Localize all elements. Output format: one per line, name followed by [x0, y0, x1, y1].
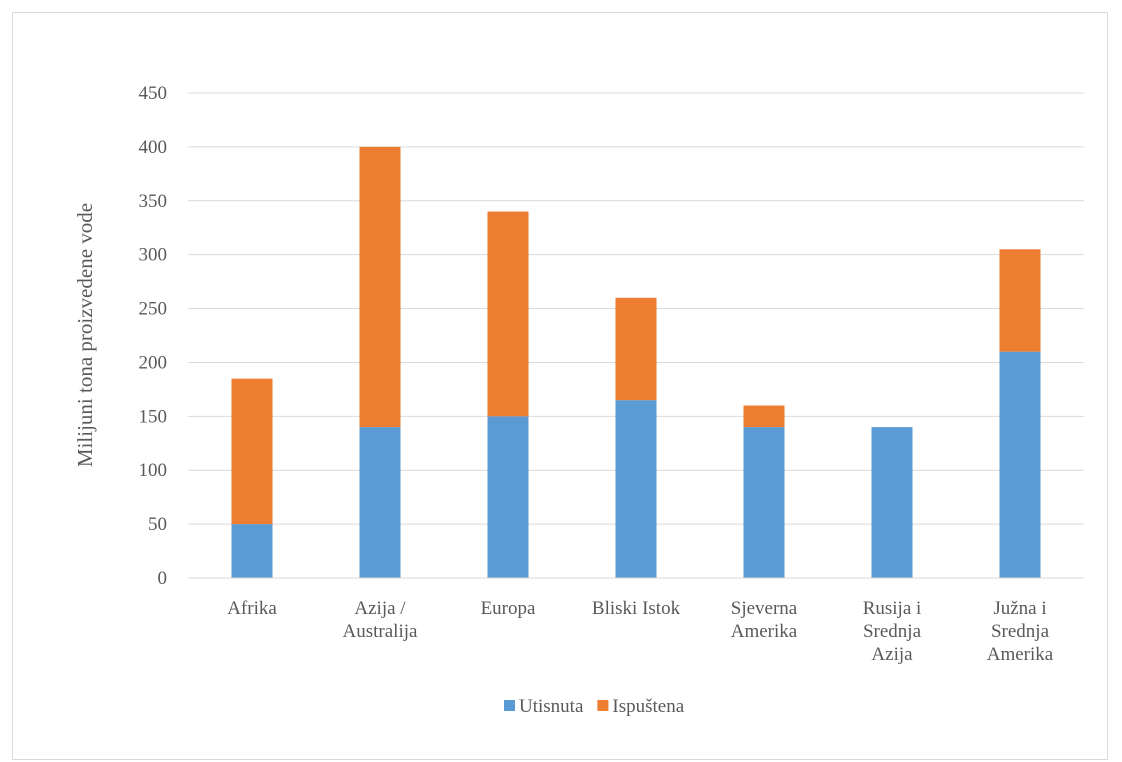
x-category-label: Azija / Australija: [343, 598, 418, 642]
x-category-label-line: Azija /: [354, 598, 406, 619]
bars: [231, 146, 1041, 578]
y-axis-ticks: 0 50 100 150 200 250 300 350 400 450: [139, 83, 168, 589]
bar-utisnuta: [359, 427, 401, 578]
bar-ispustena: [231, 378, 273, 525]
y-tick-label: 400: [139, 137, 168, 158]
bar-utisnuta: [743, 427, 785, 578]
legend-swatch: [504, 700, 515, 711]
y-tick-label: 0: [158, 568, 168, 589]
x-category-label-line: Bliski Istok: [592, 598, 681, 619]
x-category-label-line: Srednja: [863, 621, 922, 642]
x-category-label: Bliski Istok: [592, 598, 681, 619]
x-category-label-line: Sjeverna: [731, 598, 798, 619]
x-category-label-line: Južna i: [993, 598, 1046, 619]
bar-ispustena: [487, 211, 529, 417]
chart-frame: [12, 12, 1108, 760]
x-category-label-line: Rusija i: [863, 598, 922, 619]
legend-label: Utisnuta: [519, 696, 584, 717]
y-tick-label: 350: [139, 191, 168, 212]
bar-ispustena: [615, 297, 657, 401]
y-tick-label: 450: [139, 83, 168, 104]
y-axis-title: Milijuni tona proizvedene vode: [73, 203, 97, 467]
x-category-label: Sjeverna Amerika: [731, 598, 798, 642]
gridlines: [188, 92, 1084, 525]
x-axis-categories: Afrika Azija / Australija Europa Bliski Isto…: [227, 598, 1054, 665]
bar-utisnuta: [231, 524, 273, 578]
y-tick-label: 50: [148, 514, 167, 535]
x-category-label-line: Srednja: [991, 621, 1050, 642]
x-category-label: Afrika: [227, 598, 277, 619]
x-category-label-line: Amerika: [731, 621, 798, 642]
x-category-label: Rusija i Srednja Azija: [863, 598, 922, 665]
x-category-label-line: Australija: [343, 621, 418, 642]
y-tick-label: 250: [139, 299, 168, 320]
x-category-label-line: Azija: [871, 644, 913, 665]
y-tick-label: 300: [139, 245, 168, 266]
x-category-label: Europa: [481, 598, 536, 619]
y-tick-label: 200: [139, 352, 168, 373]
x-category-label-line: Afrika: [227, 598, 277, 619]
bar-utisnuta: [615, 400, 657, 578]
legend: Utisnuta Ispuštena: [504, 696, 685, 717]
bar-ispustena: [999, 249, 1041, 352]
legend-label: Ispuštena: [612, 696, 684, 717]
x-category-label-line: Europa: [481, 598, 536, 619]
bar-ispustena: [743, 405, 785, 428]
y-tick-label: 150: [139, 406, 168, 427]
legend-swatch: [597, 700, 609, 711]
bar-utisnuta: [999, 351, 1041, 578]
x-category-label: Južna i Srednja Amerika: [987, 598, 1054, 665]
bar-ispustena: [359, 146, 401, 428]
bar-utisnuta: [871, 427, 913, 578]
bar-utisnuta: [487, 416, 529, 578]
y-tick-label: 100: [139, 460, 168, 481]
x-category-label-line: Amerika: [987, 644, 1054, 665]
